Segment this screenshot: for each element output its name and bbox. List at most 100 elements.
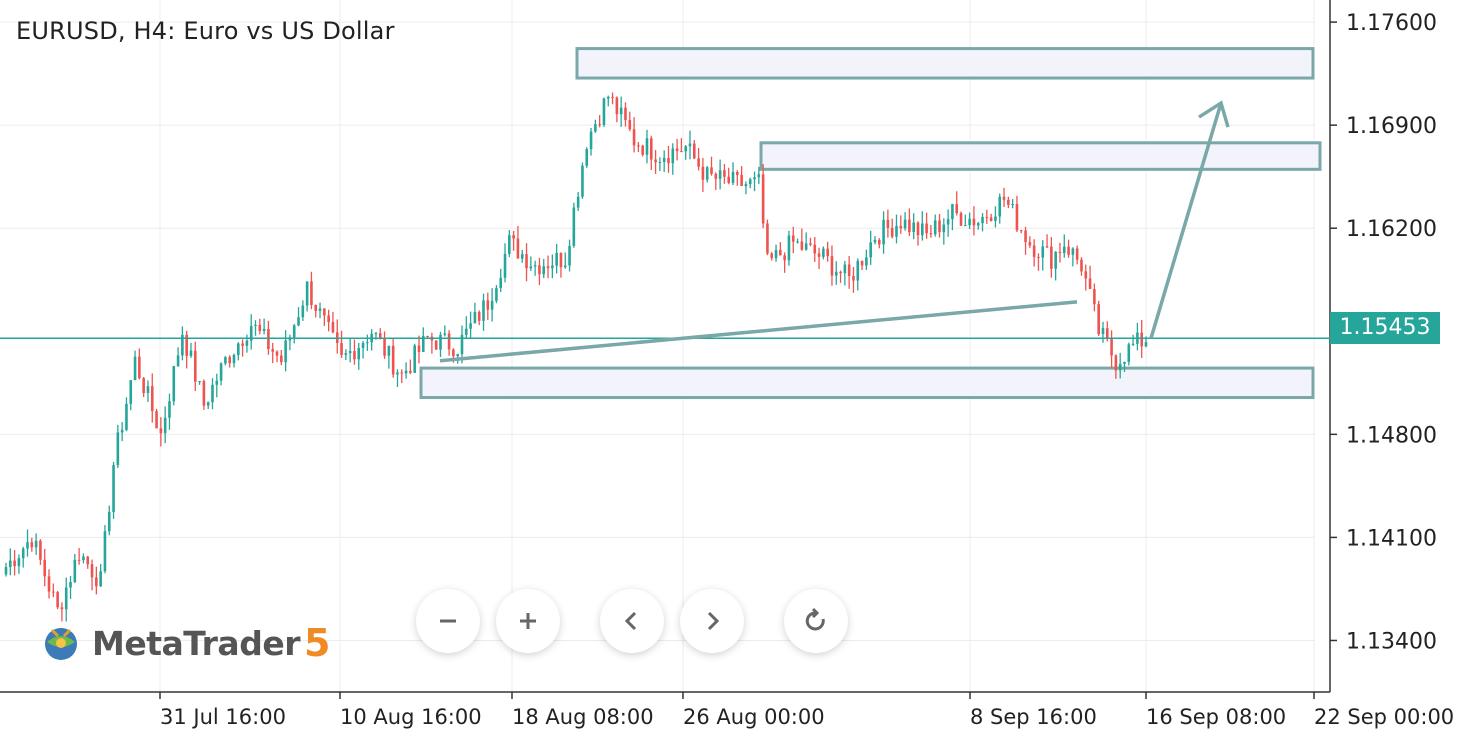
candle bbox=[305, 281, 309, 306]
candle bbox=[323, 308, 326, 316]
candle bbox=[516, 238, 520, 259]
candle bbox=[637, 145, 640, 147]
zoom-out-button[interactable] bbox=[416, 589, 480, 653]
candle bbox=[232, 354, 236, 364]
candle bbox=[714, 173, 718, 179]
candle bbox=[710, 167, 713, 174]
minus-icon bbox=[440, 619, 456, 623]
candle bbox=[826, 248, 829, 257]
candle bbox=[976, 223, 980, 226]
candle bbox=[82, 556, 85, 561]
candle bbox=[56, 592, 59, 608]
candle bbox=[47, 576, 51, 592]
candle bbox=[757, 174, 761, 178]
candle bbox=[413, 345, 416, 373]
zoom-in-button[interactable] bbox=[496, 589, 560, 653]
candle bbox=[551, 265, 554, 269]
candle bbox=[409, 370, 412, 373]
candle bbox=[172, 366, 176, 402]
candle bbox=[60, 607, 64, 610]
x-tick-label: 26 Aug 00:00 bbox=[683, 705, 825, 729]
candle bbox=[546, 266, 550, 269]
candle bbox=[361, 343, 365, 349]
candle bbox=[611, 96, 614, 98]
candle bbox=[753, 177, 756, 180]
candle bbox=[353, 351, 356, 360]
candle bbox=[701, 166, 705, 180]
reset-icon bbox=[805, 607, 825, 631]
candle bbox=[357, 348, 361, 360]
candle bbox=[972, 218, 976, 226]
candle bbox=[1097, 304, 1100, 335]
candle bbox=[469, 323, 472, 329]
candle bbox=[30, 542, 34, 548]
candle bbox=[1015, 204, 1019, 231]
candle bbox=[103, 531, 107, 572]
supply-demand-zone bbox=[759, 141, 1322, 171]
candle bbox=[822, 248, 825, 257]
candle bbox=[1131, 343, 1135, 345]
candle bbox=[1071, 248, 1075, 255]
candle bbox=[1011, 204, 1014, 206]
candle bbox=[465, 328, 468, 335]
candle bbox=[654, 159, 657, 163]
candle bbox=[581, 165, 584, 197]
candle bbox=[705, 167, 709, 180]
y-tick-label: 1.16900 bbox=[1346, 114, 1437, 139]
candle bbox=[69, 581, 72, 588]
candle bbox=[344, 353, 348, 355]
y-tick-label: 1.13400 bbox=[1346, 629, 1437, 654]
candle bbox=[73, 559, 77, 582]
candle bbox=[684, 146, 687, 152]
candle bbox=[804, 243, 808, 250]
candle bbox=[284, 340, 287, 363]
candle bbox=[292, 325, 296, 338]
candle bbox=[254, 324, 257, 326]
candle bbox=[895, 225, 898, 237]
candle bbox=[641, 145, 644, 155]
candle bbox=[43, 559, 47, 577]
candle bbox=[366, 342, 369, 344]
candle bbox=[99, 571, 102, 587]
candle bbox=[473, 312, 477, 324]
candle bbox=[120, 429, 124, 433]
candle bbox=[649, 138, 653, 160]
candle bbox=[396, 372, 399, 375]
scroll-right-button[interactable] bbox=[680, 589, 744, 653]
candle bbox=[86, 556, 90, 565]
candle bbox=[1123, 361, 1126, 364]
candle bbox=[400, 372, 404, 374]
logo-text: MetaTrader bbox=[92, 623, 300, 663]
reset-button[interactable] bbox=[784, 589, 848, 653]
candle bbox=[852, 276, 855, 281]
x-tick-label: 22 Sep 00:00 bbox=[1314, 705, 1454, 729]
candle bbox=[877, 239, 881, 245]
candle bbox=[555, 252, 558, 266]
candle bbox=[1041, 246, 1045, 258]
candle bbox=[1045, 246, 1049, 248]
candle bbox=[589, 131, 593, 150]
candle bbox=[512, 235, 515, 239]
candle bbox=[314, 304, 318, 311]
candle bbox=[198, 381, 201, 383]
candle bbox=[869, 242, 872, 258]
candle bbox=[938, 220, 941, 233]
x-tick-label: 31 Jul 16:00 bbox=[160, 705, 286, 729]
candle bbox=[1105, 328, 1109, 339]
candle bbox=[116, 432, 120, 466]
candle bbox=[387, 345, 391, 356]
candle bbox=[249, 325, 253, 341]
candle bbox=[594, 124, 597, 132]
candle bbox=[761, 174, 765, 224]
candle bbox=[723, 170, 726, 177]
trendline bbox=[439, 300, 1078, 363]
candle bbox=[718, 170, 722, 179]
scroll-left-button[interactable] bbox=[600, 589, 664, 653]
candle bbox=[241, 343, 244, 346]
candle bbox=[391, 345, 395, 375]
x-tick-label: 18 Aug 08:00 bbox=[512, 705, 654, 729]
candle bbox=[860, 260, 864, 266]
candle bbox=[258, 324, 262, 331]
candle bbox=[955, 204, 959, 214]
